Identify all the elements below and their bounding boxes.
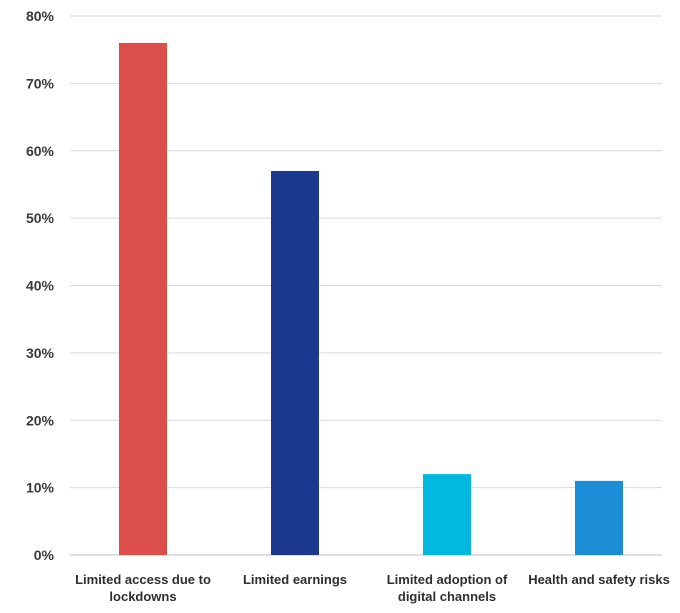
y-axis-ticks: 0% 10% 20% 30% 40% 50% 60% 70% 80% <box>26 8 55 563</box>
y-tick-label: 0% <box>34 547 55 563</box>
bar <box>271 170 319 555</box>
y-tick-label: 70% <box>26 75 55 91</box>
y-tick-label: 30% <box>26 345 55 361</box>
y-tick-label: 60% <box>26 143 55 159</box>
y-tick-label: 40% <box>26 278 55 294</box>
x-category-label: Limited adoption of <box>387 572 508 587</box>
x-category-label: Health and safety risks <box>528 572 670 587</box>
x-category-label: digital channels <box>398 589 496 604</box>
y-tick-label: 50% <box>26 210 55 226</box>
bars <box>119 42 623 555</box>
y-tick-label: 80% <box>26 8 55 24</box>
gridlines <box>70 15 662 556</box>
bar <box>575 480 623 555</box>
bar <box>423 474 471 555</box>
y-tick-label: 20% <box>26 412 55 428</box>
x-category-label: Limited earnings <box>243 572 347 587</box>
bar <box>119 42 167 555</box>
y-tick-label: 10% <box>26 480 55 496</box>
x-category-label: Limited access due to <box>75 572 211 587</box>
x-axis-labels: Limited access due to lockdowns Limited ea… <box>75 572 670 604</box>
x-category-label: lockdowns <box>109 589 176 604</box>
